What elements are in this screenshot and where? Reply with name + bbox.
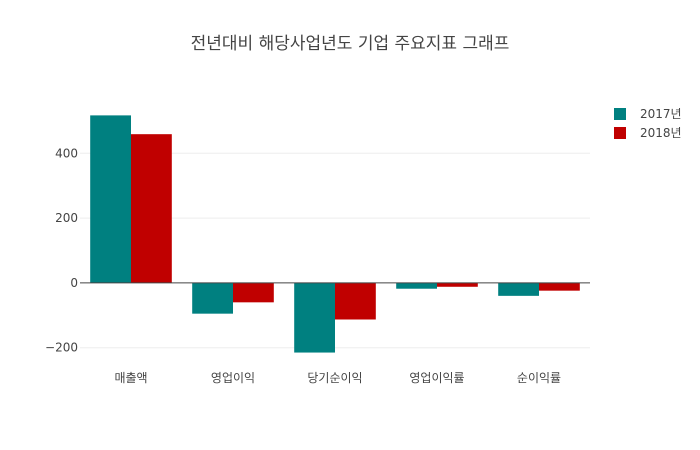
legend-item[interactable]: 2018년 bbox=[614, 126, 682, 140]
y-tick-label: 400 bbox=[55, 146, 78, 160]
y-tick-label: −200 bbox=[45, 341, 78, 355]
bar-1-2[interactable] bbox=[192, 282, 233, 314]
bar-2-4[interactable] bbox=[437, 282, 478, 287]
legend-swatch bbox=[614, 127, 626, 139]
bar-2-5[interactable] bbox=[539, 282, 580, 291]
bar-1-3[interactable] bbox=[294, 282, 335, 353]
y-tick-label: 200 bbox=[55, 211, 78, 225]
legend-swatch bbox=[614, 108, 626, 120]
bars bbox=[90, 115, 580, 353]
x-tick-label: 매출액 bbox=[114, 371, 147, 385]
legend-item[interactable]: 2017년 bbox=[614, 107, 682, 121]
bar-2-2[interactable] bbox=[233, 282, 274, 303]
x-tick-label: 영업이익률 bbox=[409, 371, 464, 385]
x-tick-label: 당기순이익 bbox=[307, 371, 362, 385]
legend: 2017년 2018년 bbox=[614, 107, 682, 140]
legend-label: 2018년 bbox=[640, 126, 682, 140]
bar-2-3[interactable] bbox=[335, 282, 376, 320]
bar-1-5[interactable] bbox=[498, 282, 539, 296]
chart-title: 전년대비 해당사업년도 기업 주요지표 그래프 bbox=[191, 34, 510, 54]
bar-1-1[interactable] bbox=[90, 115, 131, 283]
y-tick-label: 0 bbox=[70, 276, 78, 290]
legend-label: 2017년 bbox=[640, 107, 682, 121]
x-tick-label: 순이익률 bbox=[517, 371, 561, 385]
y-axis-ticks: −200 0 200 400 bbox=[45, 146, 78, 354]
x-tick-label: 영업이익 bbox=[211, 371, 255, 385]
x-axis-ticks: 매출액 영업이익 당기순이익 영업이익률 순이익률 bbox=[114, 371, 561, 385]
bar-2-1[interactable] bbox=[131, 134, 172, 283]
bar-1-4[interactable] bbox=[396, 282, 437, 289]
